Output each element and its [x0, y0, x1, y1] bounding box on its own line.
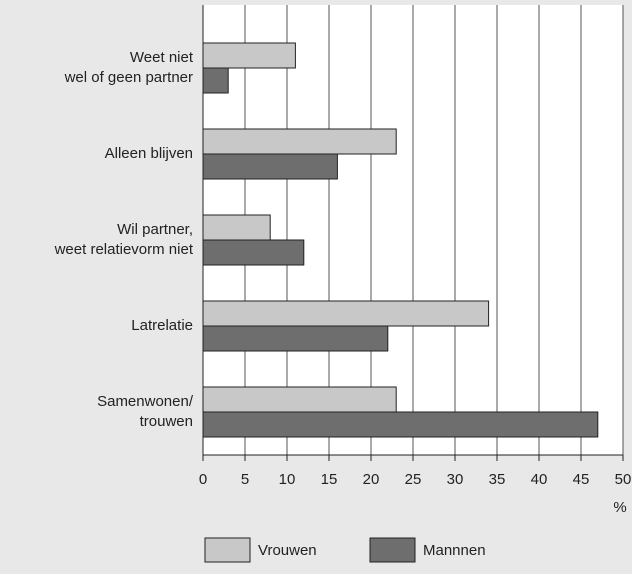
legend-label: Mannnen [423, 542, 486, 559]
x-tick-label: 40 [531, 471, 548, 488]
bar [202, 386, 397, 413]
bar [202, 128, 397, 155]
y-tick-label: Weet niet [130, 49, 194, 66]
x-tick-label: 5 [241, 471, 249, 488]
x-tick-label: 15 [321, 471, 338, 488]
y-tick-label: Wil partner, [117, 221, 193, 238]
x-tick-label: 35 [489, 471, 506, 488]
bar [202, 42, 296, 69]
bar [202, 214, 271, 241]
x-axis-label: % [613, 499, 626, 516]
x-tick-label: 0 [199, 471, 207, 488]
bar [202, 325, 389, 352]
y-tick-label: Samenwonen/ [97, 393, 194, 410]
x-tick-label: 50 [615, 471, 632, 488]
y-tick-label: Latrelatie [131, 317, 193, 334]
bar [202, 153, 338, 180]
y-tick-label: Alleen blijven [105, 145, 193, 162]
bar [202, 411, 599, 438]
bar [202, 300, 490, 327]
legend-swatch [369, 537, 416, 563]
legend-swatch [204, 537, 251, 563]
legend-label: Vrouwen [258, 542, 317, 559]
y-tick-label: trouwen [140, 413, 193, 430]
x-tick-label: 20 [363, 471, 380, 488]
x-tick-label: 45 [573, 471, 590, 488]
y-tick-label: wel of geen partner [64, 69, 193, 86]
bar [202, 67, 229, 94]
x-tick-label: 10 [279, 471, 296, 488]
x-tick-label: 30 [447, 471, 464, 488]
y-tick-label: weet relatievorm niet [54, 241, 194, 258]
bar [202, 239, 305, 266]
x-tick-label: 25 [405, 471, 422, 488]
